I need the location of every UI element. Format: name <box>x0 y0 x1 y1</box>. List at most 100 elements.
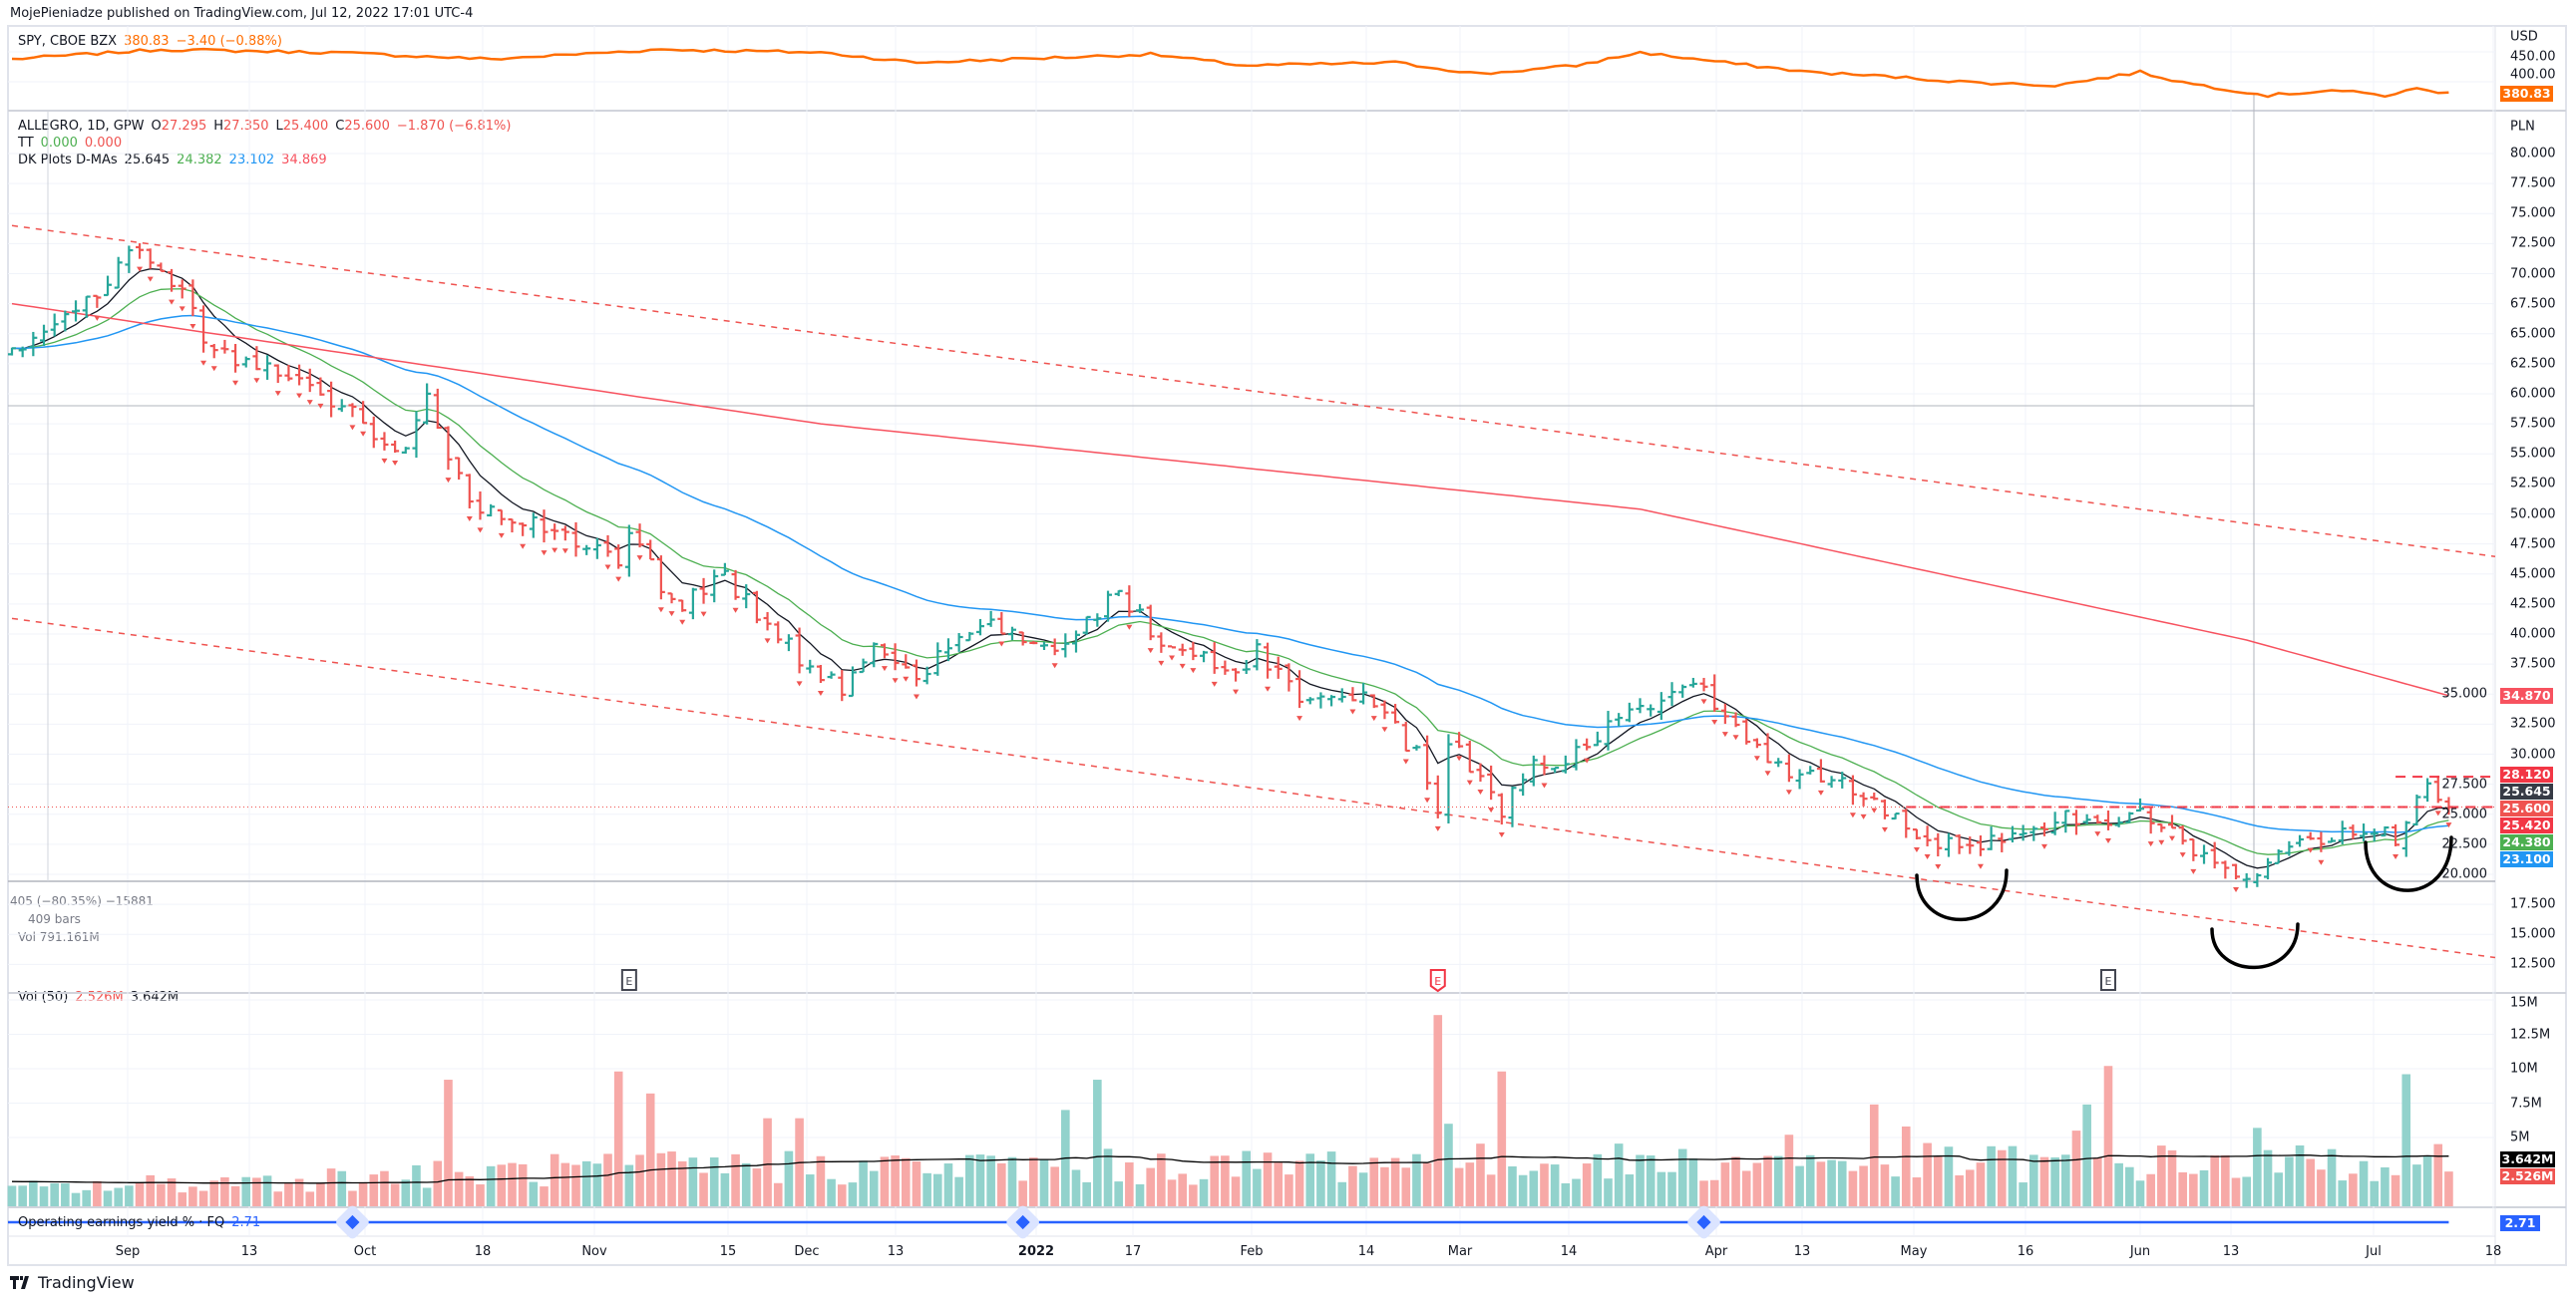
time-tick-label: 15 <box>719 1244 737 1259</box>
tt-down-triangle <box>274 391 281 397</box>
price-tick-label: 70.000 <box>2510 266 2556 281</box>
ohlc-bar <box>848 666 857 698</box>
volume-bar <box>560 1162 570 1206</box>
volume-bar <box>2082 1104 2091 1206</box>
tradingview-logo[interactable]: TradingView <box>10 1273 135 1292</box>
volume-bar <box>1955 1174 1964 1206</box>
ohlc-bar <box>1136 603 1145 613</box>
earnings-marker[interactable]: E <box>620 969 637 991</box>
earnings-marker[interactable]: E <box>1429 969 1446 993</box>
volume-bar <box>508 1162 517 1206</box>
price-tick-label: 80.000 <box>2510 146 2556 162</box>
ohlc-bar <box>551 523 559 553</box>
volume-bar <box>1242 1150 1252 1206</box>
volume-bar <box>465 1175 475 1206</box>
earnings-label: E <box>2105 975 2112 988</box>
ohlc-bar <box>423 383 432 425</box>
ohlc-bar <box>72 300 81 322</box>
spy-legend[interactable]: SPY, CBOE BZX 380.83 −3.40 (−0.88%) <box>18 34 289 49</box>
volume-bar <box>986 1155 995 1206</box>
volume-bar <box>1326 1151 1336 1206</box>
ohlc-bar <box>1912 828 1921 853</box>
ohlc-bar <box>646 539 655 561</box>
volume-bar <box>1667 1171 1676 1206</box>
volume-bar <box>2178 1171 2187 1206</box>
tt-down-triangle <box>1381 727 1388 733</box>
main-legend[interactable]: ALLEGRO, 1D, GPW O27.295 H27.350 L25.400 C25… <box>18 119 518 134</box>
ohlc-bar <box>1316 692 1325 709</box>
ohlc-bar <box>1391 704 1400 724</box>
ohlc-bar <box>263 355 272 380</box>
chart-frame <box>7 25 2567 1266</box>
measure-bars: 409 bars <box>28 912 81 926</box>
ohlc-bar <box>1125 585 1134 630</box>
ohlc-bar <box>965 631 974 642</box>
ohlc-bar <box>136 243 145 272</box>
volume-bar <box>2274 1172 2284 1206</box>
ma-slow-line <box>11 314 2449 833</box>
earnings-icon <box>620 969 637 991</box>
ohlc-bar <box>784 634 793 652</box>
tt-down-triangle <box>1370 716 1377 722</box>
volume-bar <box>146 1174 156 1206</box>
tt-legend[interactable]: TT 0.000 0.000 <box>18 136 129 151</box>
ohlc-bar <box>1848 775 1857 818</box>
ohlc-bar <box>624 524 633 577</box>
volume-bar <box>1741 1170 1751 1206</box>
spy-line <box>11 47 2449 99</box>
volume-bar <box>2381 1166 2390 1206</box>
volume-bar <box>912 1161 921 1206</box>
volume-bar <box>613 1071 623 1206</box>
ohlc-bar <box>497 508 506 538</box>
volume-bar <box>2135 1180 2145 1206</box>
volume-bar <box>656 1152 666 1206</box>
hand-drawn-arc <box>2210 922 2300 970</box>
tt-down-triangle <box>520 543 527 549</box>
time-tick-label: 14 <box>1357 1244 1375 1259</box>
dk-legend[interactable]: DK Plots D-MAs 25.645 24.382 23.102 34.869 <box>18 153 334 167</box>
indicator-legend[interactable]: Operating earnings yield % · FQ 2.71 <box>18 1215 267 1230</box>
volume-bar <box>773 1182 783 1206</box>
tt-down-triangle <box>1700 699 1707 705</box>
ohlc-bar <box>369 416 378 449</box>
ohlc-bar <box>571 521 580 557</box>
time-tick-label: Jun <box>2129 1244 2151 1259</box>
ohlc-bar <box>444 426 453 484</box>
volume-bar <box>412 1164 421 1206</box>
volume-bar <box>1677 1148 1687 1206</box>
open-value: 27.295 <box>161 119 207 134</box>
tt-down-triangle <box>796 681 803 687</box>
open-label: O <box>151 119 162 134</box>
volume-bar <box>209 1180 219 1206</box>
earnings-marker[interactable]: E <box>2099 969 2116 991</box>
volume-bar <box>1007 1156 1017 1206</box>
tt-down-triangle <box>1935 864 1942 870</box>
ohlc-bar <box>241 356 250 368</box>
volume-bar <box>1380 1166 1389 1206</box>
volume-bar <box>2370 1180 2380 1206</box>
volume-bar <box>1795 1165 1804 1206</box>
tt-down-triangle <box>1190 668 1197 674</box>
ohlc-bar <box>891 643 900 684</box>
volume-bar <box>901 1157 911 1206</box>
ohlc-bar <box>1497 793 1506 838</box>
volume-bar <box>1614 1143 1624 1206</box>
volume-bar <box>1337 1181 1347 1206</box>
volume-tick-label: 5M <box>2510 1130 2530 1145</box>
price-tick-label: 20.000 <box>2441 866 2488 882</box>
ohlc-bar <box>763 611 772 644</box>
volume-bar <box>709 1157 719 1206</box>
tt-down-triangle <box>1051 663 1058 669</box>
tt-down-triangle <box>1753 756 1760 762</box>
volume-bar <box>1572 1178 1581 1206</box>
volume-bar <box>294 1178 304 1206</box>
tt-down-triangle <box>1860 813 1867 819</box>
ohlc-bar <box>2136 798 2144 813</box>
ohlc-bar <box>29 331 38 357</box>
ma-fast-line <box>11 268 2449 869</box>
volume-bar <box>869 1170 879 1206</box>
volume-bar <box>1316 1160 1325 1206</box>
tt-down-triangle <box>1434 825 1441 831</box>
ohlc-bar <box>880 643 889 672</box>
